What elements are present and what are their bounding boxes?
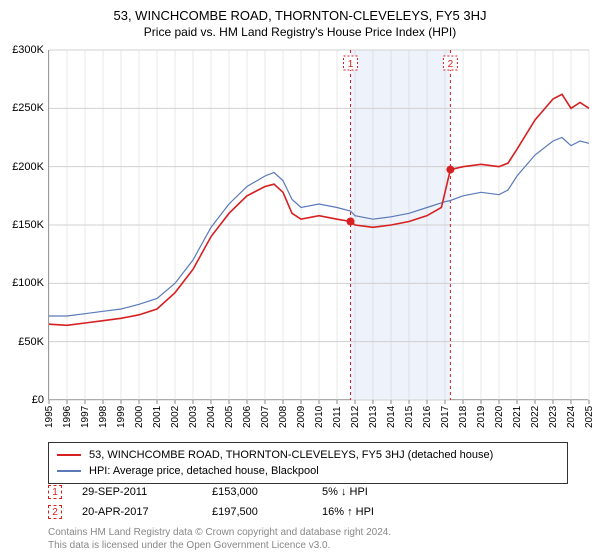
legend-label: 53, WINCHCOMBE ROAD, THORNTON-CLEVELEYS,… bbox=[89, 447, 493, 463]
event-delta: 5% ↓ HPI bbox=[322, 486, 442, 498]
x-tick-label: 2003 bbox=[188, 406, 199, 428]
x-tick-label: 2006 bbox=[242, 406, 253, 428]
x-tick-label: 1999 bbox=[116, 406, 127, 428]
event-dot bbox=[347, 218, 355, 226]
legend-item: HPI: Average price, detached house, Blac… bbox=[57, 463, 559, 479]
chart-subtitle: Price paid vs. HM Land Registry's House … bbox=[0, 23, 600, 43]
events-table: 1 29-SEP-2011£153,0005% ↓ HPI 2 20-APR-2017… bbox=[48, 482, 568, 522]
legend: 53, WINCHCOMBE ROAD, THORNTON-CLEVELEYS,… bbox=[48, 442, 568, 484]
legend-swatch bbox=[57, 454, 81, 456]
y-tick-label: £150K bbox=[12, 219, 44, 231]
x-tick-label: 1997 bbox=[80, 406, 91, 428]
event-row: 1 29-SEP-2011£153,0005% ↓ HPI bbox=[48, 482, 568, 502]
y-tick-label: £0 bbox=[32, 394, 44, 406]
y-tick-label: £100K bbox=[12, 277, 44, 289]
footer-line-1: Contains HM Land Registry data © Crown c… bbox=[48, 526, 391, 539]
x-tick-label: 2010 bbox=[314, 406, 325, 428]
x-tick-label: 2009 bbox=[296, 406, 307, 428]
x-tick-label: 2025 bbox=[584, 406, 595, 428]
footer-line-2: This data is licensed under the Open Gov… bbox=[48, 539, 391, 552]
event-date: 29-SEP-2011 bbox=[82, 486, 212, 498]
x-tick-label: 2019 bbox=[476, 406, 487, 428]
x-tick-label: 2004 bbox=[206, 406, 217, 428]
chart-title: 53, WINCHCOMBE ROAD, THORNTON-CLEVELEYS,… bbox=[0, 0, 600, 23]
chart-svg: 12 bbox=[49, 50, 589, 400]
event-row: 2 20-APR-2017£197,50016% ↑ HPI bbox=[48, 502, 568, 522]
x-tick-label: 1996 bbox=[62, 406, 73, 428]
x-tick-label: 2012 bbox=[350, 406, 361, 428]
svg-text:2: 2 bbox=[448, 59, 454, 70]
legend-item: 53, WINCHCOMBE ROAD, THORNTON-CLEVELEYS,… bbox=[57, 447, 559, 463]
legend-swatch bbox=[57, 470, 81, 472]
event-price: £197,500 bbox=[212, 506, 322, 518]
x-tick-label: 2024 bbox=[566, 406, 577, 428]
event-flag: 1 bbox=[344, 56, 358, 70]
event-marker-badge: 2 bbox=[48, 505, 62, 519]
event-price: £153,000 bbox=[212, 486, 322, 498]
y-tick-label: £200K bbox=[12, 161, 44, 173]
chart-plot-area: 12 bbox=[48, 50, 588, 400]
x-tick-label: 1998 bbox=[98, 406, 109, 428]
event-dot bbox=[446, 166, 454, 174]
svg-text:1: 1 bbox=[348, 59, 354, 70]
x-tick-label: 2007 bbox=[260, 406, 271, 428]
x-tick-label: 2017 bbox=[440, 406, 451, 428]
y-tick-label: £300K bbox=[12, 44, 44, 56]
x-tick-label: 2016 bbox=[422, 406, 433, 428]
x-tick-label: 2021 bbox=[512, 406, 523, 428]
x-tick-label: 2014 bbox=[386, 406, 397, 428]
x-tick-label: 2023 bbox=[548, 406, 559, 428]
x-tick-label: 2015 bbox=[404, 406, 415, 428]
y-tick-label: £250K bbox=[12, 102, 44, 114]
legend-label: HPI: Average price, detached house, Blac… bbox=[89, 463, 319, 479]
x-tick-label: 2005 bbox=[224, 406, 235, 428]
y-axis: £0£50K£100K£150K£200K£250K£300K bbox=[0, 50, 48, 400]
x-tick-label: 2018 bbox=[458, 406, 469, 428]
event-delta: 16% ↑ HPI bbox=[322, 506, 442, 518]
x-tick-label: 2011 bbox=[332, 406, 343, 428]
x-axis: 1995199619971998199920002001200220032004… bbox=[48, 402, 588, 442]
x-tick-label: 2013 bbox=[368, 406, 379, 428]
x-tick-label: 2000 bbox=[134, 406, 145, 428]
footer-attribution: Contains HM Land Registry data © Crown c… bbox=[48, 526, 391, 552]
x-tick-label: 2022 bbox=[530, 406, 541, 428]
x-tick-label: 2002 bbox=[170, 406, 181, 428]
x-tick-label: 2001 bbox=[152, 406, 163, 428]
y-tick-label: £50K bbox=[18, 336, 44, 348]
event-date: 20-APR-2017 bbox=[82, 506, 212, 518]
event-flag: 2 bbox=[443, 56, 457, 70]
x-tick-label: 2008 bbox=[278, 406, 289, 428]
x-tick-label: 2020 bbox=[494, 406, 505, 428]
x-tick-label: 1995 bbox=[44, 406, 55, 428]
event-marker-badge: 1 bbox=[48, 485, 62, 499]
